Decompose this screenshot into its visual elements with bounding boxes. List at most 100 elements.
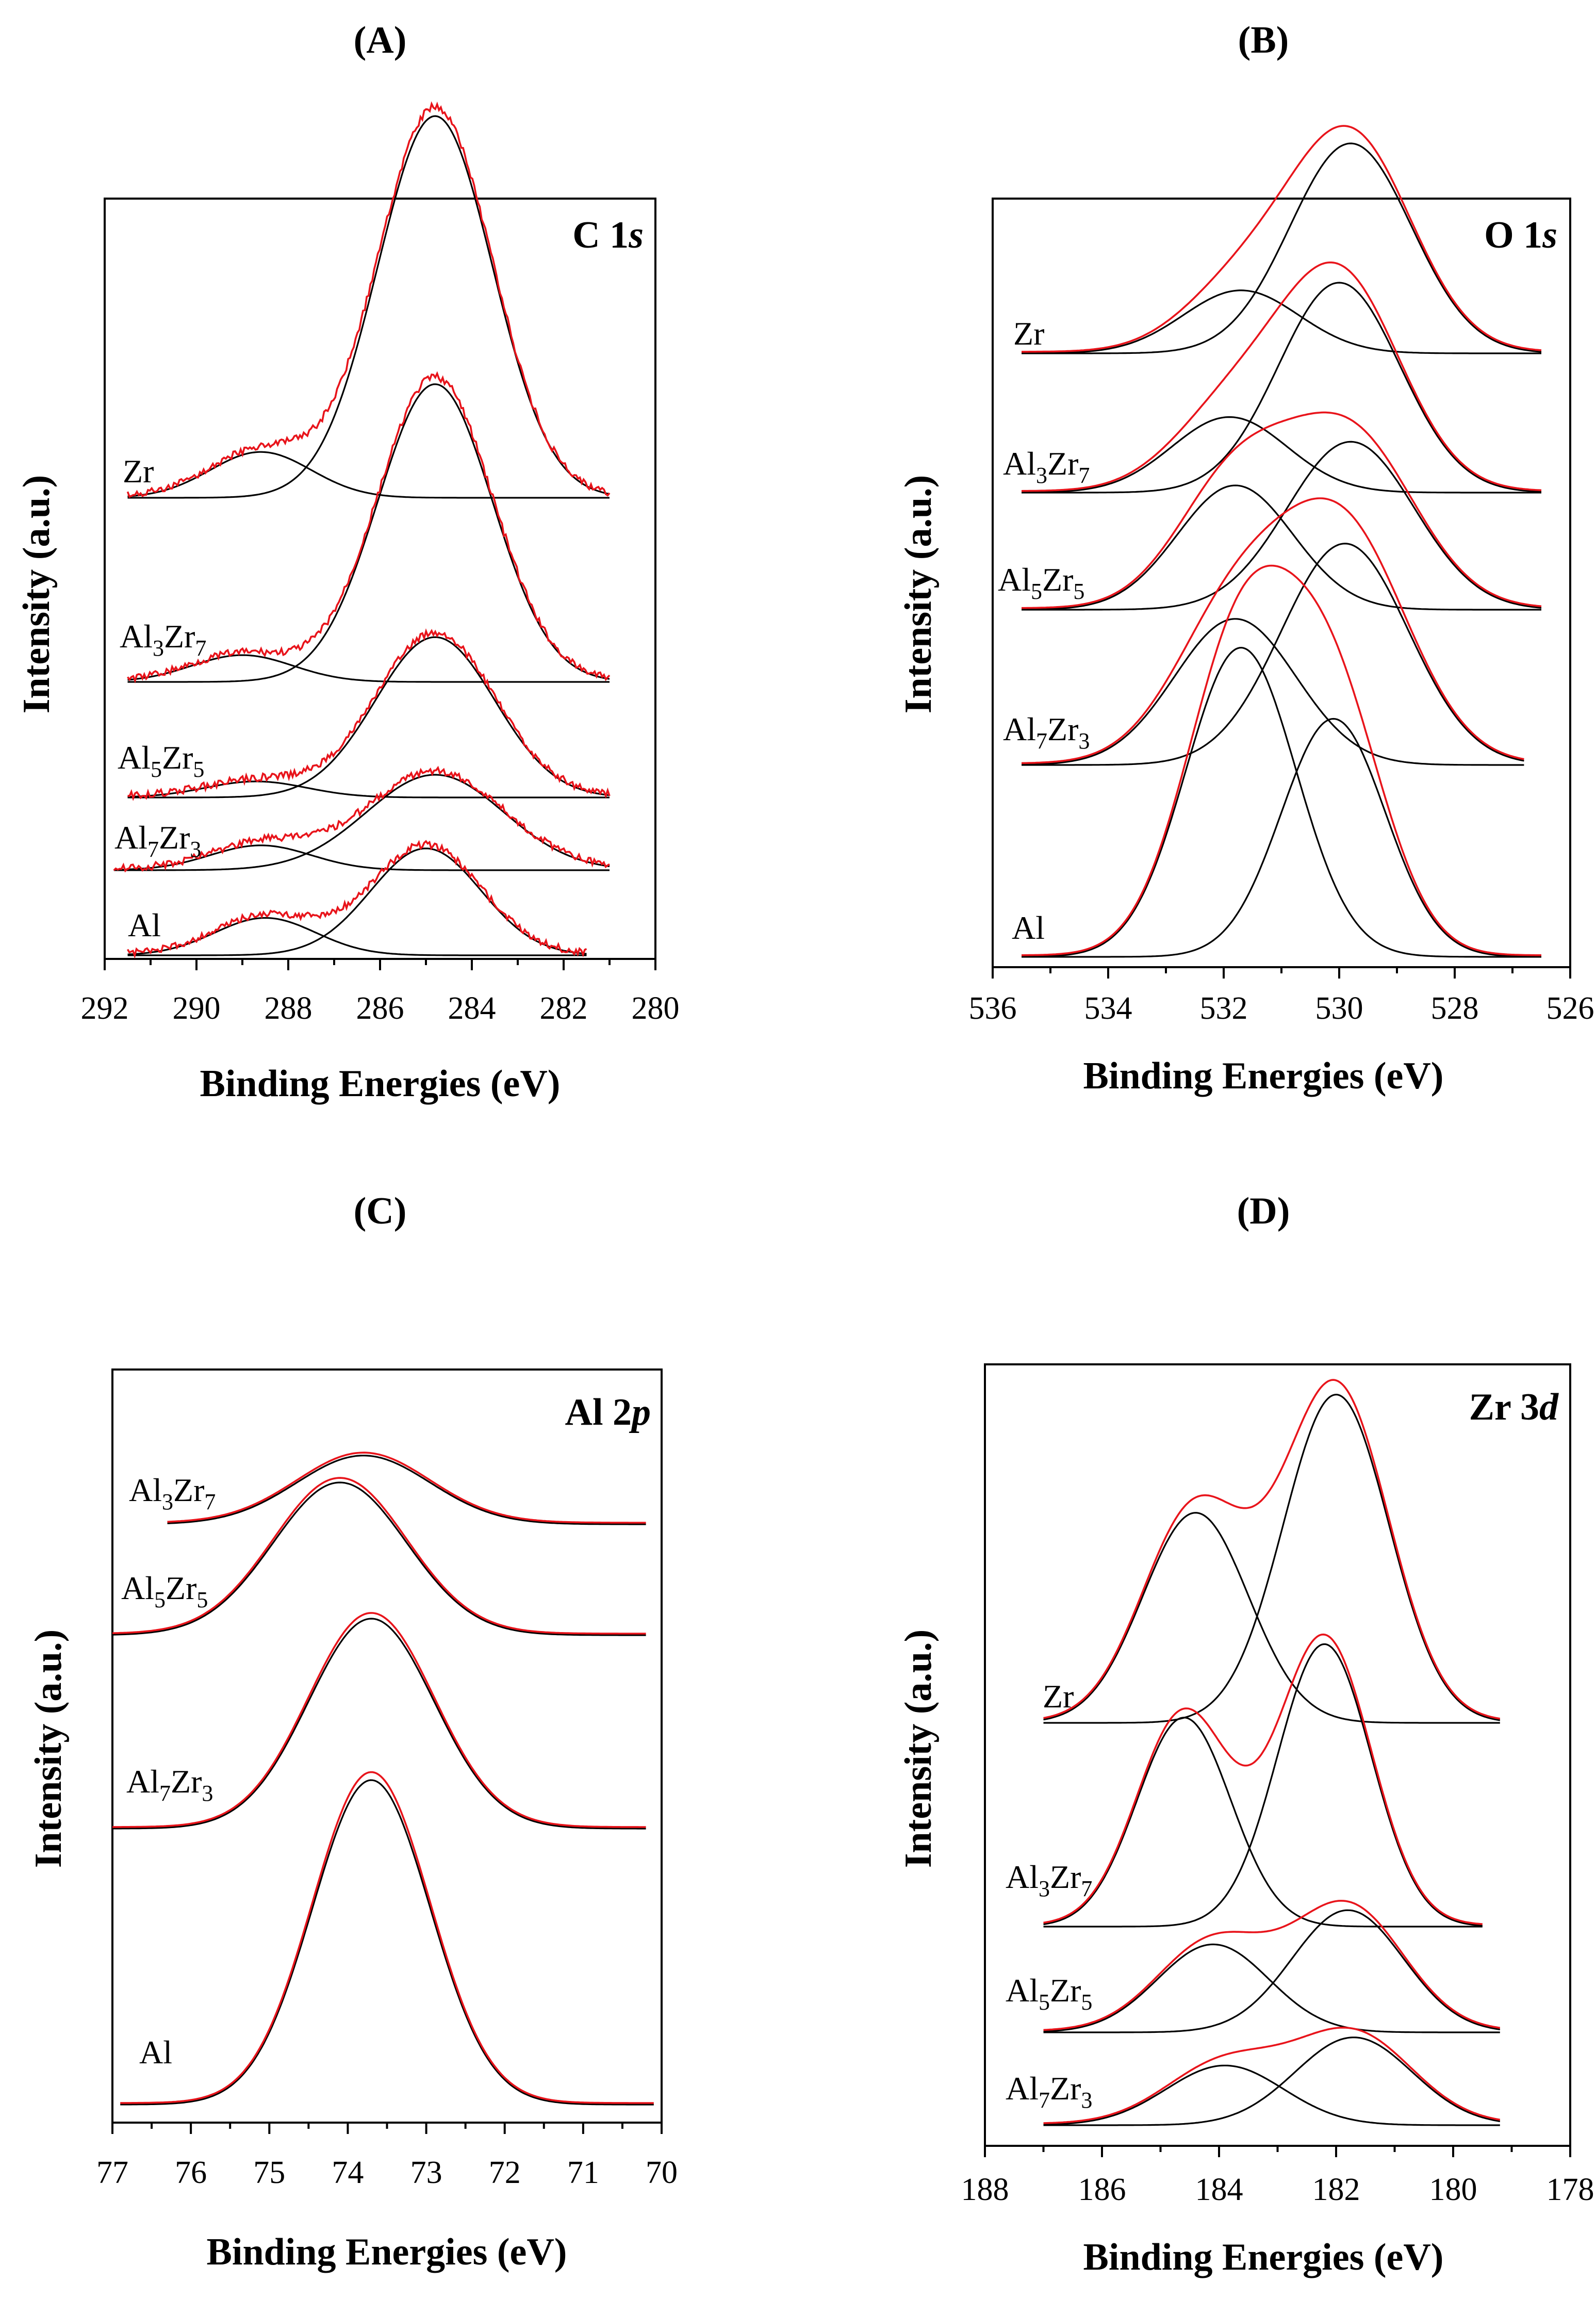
x-tick-label: 184 — [1195, 2172, 1243, 2207]
series-al7zr3: Al7Zr3 — [113, 765, 610, 873]
x-tick-label: 290 — [173, 991, 221, 1026]
x-tick-label: 282 — [540, 991, 588, 1026]
experimental-curve — [120, 1771, 654, 2104]
x-tick-label: 288 — [265, 991, 312, 1026]
experimental-curve — [113, 765, 610, 873]
sample-label: Zr — [123, 453, 154, 490]
sample-label: Al7Zr3 — [1006, 2070, 1092, 2113]
fit-component-peak-1 — [113, 844, 610, 871]
series-zr: Zr — [1043, 1379, 1501, 1724]
experimental-curve — [112, 1612, 646, 1828]
y-axis-title: Intensity (a.u.) — [27, 1629, 70, 1868]
x-tick-label: 75 — [253, 2155, 285, 2190]
series-zr: Zr — [123, 101, 611, 499]
panel-letter: (C) — [354, 1190, 407, 1232]
series-al7zr3: Al7Zr3 — [1003, 497, 1524, 766]
fit-component-peak-2 — [1043, 2036, 1501, 2126]
sample-label: Al3Zr7 — [1006, 1859, 1092, 1901]
series-al5zr5: Al5Zr5 — [998, 411, 1542, 611]
fit-envelope — [112, 1618, 646, 1830]
fit-component-peak-2 — [1043, 1909, 1501, 2033]
spectrum-label: Al 2p — [565, 1391, 651, 1433]
x-tick-label: 186 — [1078, 2172, 1126, 2207]
x-axis-title: Binding Energies (eV) — [200, 1063, 561, 1105]
series-al: Al — [120, 1771, 654, 2106]
x-tick-label: 532 — [1200, 991, 1248, 1026]
panel-letter: (D) — [1237, 1190, 1290, 1232]
experimental-curve — [1021, 262, 1542, 492]
series-zr: Zr — [1013, 125, 1542, 354]
sample-label: Al5Zr5 — [1006, 1972, 1092, 2015]
series-al3zr7: Al3Zr7 — [129, 1452, 646, 1525]
x-axis-title: Binding Energies (eV) — [1083, 2236, 1444, 2278]
x-tick-label: 74 — [332, 2155, 364, 2190]
panel-c: Al 2p Intensity (a.u.) Binding Energies (e… — [27, 1368, 678, 2273]
experimental-curve — [1043, 1633, 1483, 1925]
sample-label: Al5Zr5 — [118, 739, 204, 782]
x-tick-label: 71 — [567, 2155, 599, 2190]
fit-component-peak-2 — [127, 383, 610, 683]
x-tick-label: 76 — [175, 2155, 207, 2190]
fit-component-peak-2 — [1043, 1643, 1483, 1928]
experimental-curve — [1022, 564, 1541, 956]
fit-component-peak-2 — [1022, 543, 1524, 766]
experimental-curve — [126, 840, 587, 959]
spectrum-label: O 1s — [1484, 214, 1557, 256]
x-tick-label: 188 — [961, 2172, 1009, 2207]
series-al3zr7: Al3Zr7 — [120, 371, 611, 683]
y-axis-title: Intensity (a.u.) — [897, 1629, 940, 1868]
fit-component-peak-2 — [1022, 142, 1542, 354]
fit-component-peak-1 — [1022, 618, 1524, 766]
sample-label: Zr — [1043, 1678, 1074, 1715]
fit-component-peak-1 — [1022, 646, 1541, 958]
x-tick-label: 284 — [448, 991, 496, 1026]
spectrum-label: Zr 3d — [1469, 1386, 1559, 1428]
fit-component-peak-1 — [1022, 484, 1541, 611]
x-axis-title: Binding Energies (eV) — [207, 2231, 567, 2273]
experimental-curve — [1022, 411, 1542, 609]
experimental-curve — [126, 101, 611, 498]
sample-label: Al5Zr5 — [121, 1570, 208, 1612]
sample-label: Al7Zr3 — [114, 819, 201, 862]
x-tick-label: 530 — [1315, 991, 1363, 1026]
x-tick-label: 70 — [646, 2155, 678, 2190]
sample-label: Al7Zr3 — [126, 1763, 213, 1806]
fit-component-peak-1 — [1021, 416, 1541, 494]
x-tick-label: 528 — [1431, 991, 1479, 1026]
x-tick-label: 72 — [489, 2155, 521, 2190]
y-axis-title: Intensity (a.u.) — [15, 475, 58, 714]
panel-letter: (A) — [354, 19, 407, 61]
series-al7zr3: Al7Zr3 — [1006, 2026, 1501, 2126]
sample-label: Al7Zr3 — [1003, 711, 1090, 754]
fit-component-peak-2 — [127, 848, 587, 956]
fit-component-peak-2 — [1022, 282, 1542, 494]
sample-label: Zr — [1013, 315, 1044, 352]
fit-component-peak-1 — [127, 917, 587, 956]
sample-label: Al3Zr7 — [129, 1472, 216, 1514]
fit-component-peak-1 — [1043, 1717, 1483, 1928]
panel-a: C 1s Intensity (a.u.) Binding Energies (eV… — [15, 101, 680, 1105]
fit-component-peak-1 — [127, 780, 610, 798]
fit-component-peak-2 — [1022, 441, 1542, 611]
sample-label: Al — [1012, 909, 1045, 946]
series-al3zr7: Al3Zr7 — [1003, 262, 1542, 494]
sample-label: Al3Zr7 — [120, 618, 206, 661]
x-tick-label: 536 — [969, 991, 1017, 1026]
fit-envelope — [112, 1481, 646, 1636]
x-tick-label: 280 — [632, 991, 680, 1026]
x-tick-label: 180 — [1429, 2172, 1477, 2207]
x-tick-label: 286 — [356, 991, 404, 1026]
experimental-curve — [1043, 2026, 1501, 2124]
series-al7zr3: Al7Zr3 — [112, 1612, 646, 1830]
series-al: Al — [126, 840, 587, 959]
fit-component-peak-2 — [127, 115, 610, 499]
sample-label: Al — [139, 2034, 172, 2071]
experimental-curve — [112, 1477, 646, 1635]
panel-d: Zr 3d Intensity (a.u.) Binding Energies (e… — [897, 1363, 1594, 2278]
x-tick-label: 292 — [81, 991, 129, 1026]
experimental-curve — [1021, 497, 1524, 764]
series-al5zr5: Al5Zr5 — [1006, 1900, 1501, 2033]
fit-component-peak-2 — [1043, 1393, 1501, 1724]
x-axis-title: Binding Energies (eV) — [1083, 1055, 1444, 1097]
